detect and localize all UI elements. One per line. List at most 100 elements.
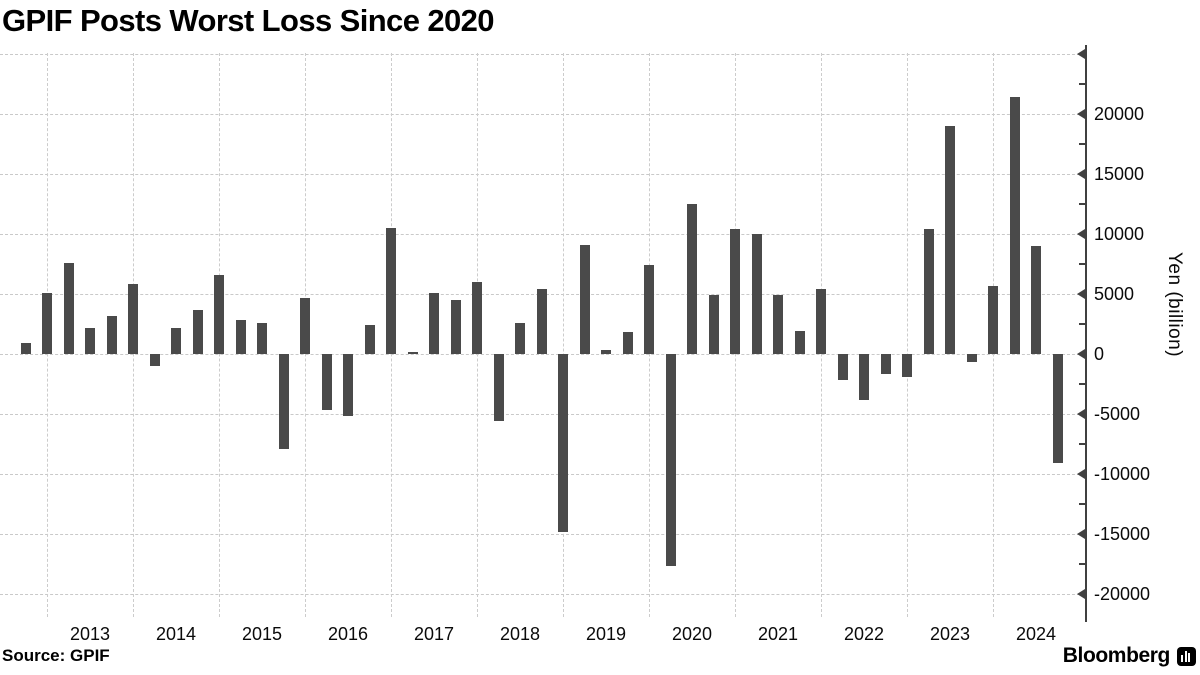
h-gridline (0, 173, 1085, 175)
y-minor-tick (1079, 443, 1085, 445)
bar (364, 325, 375, 354)
y-minor-tick (1079, 143, 1085, 145)
bar (816, 289, 826, 354)
bar (687, 204, 697, 354)
y-minor-tick (1079, 263, 1085, 265)
h-gridline (0, 413, 1085, 415)
bar (149, 354, 160, 366)
h-gridline (0, 53, 1085, 55)
x-year-label: 2013 (69, 624, 111, 644)
bar (300, 297, 310, 354)
bar (257, 322, 267, 354)
bar (450, 300, 461, 354)
bar (278, 354, 289, 449)
bar (106, 315, 117, 354)
bar (192, 309, 203, 354)
chart-title: GPIF Posts Worst Loss Since 2020 (2, 3, 495, 38)
y-minor-tick (1079, 563, 1085, 565)
y-tick-label: -5000 (1094, 404, 1141, 424)
y-minor-tick (1079, 83, 1085, 85)
bar (1009, 97, 1020, 354)
x-year-label: 2024 (1015, 624, 1057, 644)
y-major-tick-arrow-icon (1077, 229, 1085, 239)
y-axis-title: Yen (billion) (1164, 252, 1185, 358)
bar (644, 265, 654, 354)
bar (472, 282, 482, 354)
bloomberg-wordmark: Bloomberg (1062, 644, 1171, 667)
bar (966, 354, 977, 363)
bar (214, 274, 224, 354)
h-gridline (0, 533, 1085, 535)
bar (235, 320, 246, 354)
bar (945, 126, 955, 354)
bar (880, 354, 891, 375)
y-major-tick-arrow-icon (1077, 169, 1085, 179)
v-gridline (907, 53, 908, 617)
y-tick-label: 20000 (1094, 104, 1145, 124)
h-gridline (0, 353, 1085, 355)
x-year-label: 2014 (155, 624, 197, 644)
bar (988, 285, 998, 354)
y-major-tick-arrow-icon (1077, 469, 1085, 479)
y-minor-tick (1079, 323, 1085, 325)
y-major-tick-arrow-icon (1077, 589, 1085, 599)
bar (622, 332, 633, 354)
bar (515, 322, 525, 354)
x-year-label: 2022 (843, 624, 885, 644)
bar (429, 292, 439, 354)
bar (923, 229, 934, 354)
y-tick-label: -20000 (1094, 584, 1151, 604)
bar (343, 354, 353, 417)
bar (20, 343, 31, 354)
y-tick-label: -15000 (1094, 524, 1151, 544)
x-year-label: 2019 (585, 624, 627, 644)
bar (708, 295, 719, 354)
bar (85, 327, 95, 354)
h-gridline (0, 113, 1085, 115)
bar (536, 289, 547, 354)
y-tick-label: 5000 (1094, 284, 1135, 304)
bloomberg-terminal-icon (1177, 646, 1196, 666)
y-major-tick-arrow-icon (1077, 109, 1085, 119)
bar (407, 351, 418, 354)
bar (601, 350, 611, 354)
y-major-tick-arrow-icon (1077, 349, 1085, 359)
y-minor-tick (1079, 503, 1085, 505)
y-minor-tick (1079, 203, 1085, 205)
bar (42, 292, 52, 354)
y-tick-label: -10000 (1094, 464, 1151, 484)
y-major-tick-arrow-icon (1077, 289, 1085, 299)
y-major-tick-arrow-icon (1077, 49, 1085, 59)
bar (321, 354, 332, 411)
x-year-label: 2016 (327, 624, 369, 644)
y-tick-label: 15000 (1094, 164, 1145, 184)
bar (1031, 246, 1041, 354)
v-gridline (563, 53, 564, 617)
bar (837, 354, 848, 381)
bar (859, 354, 869, 400)
source-note: Source: GPIF (2, 646, 110, 665)
bar (794, 331, 805, 354)
y-axis-line (1085, 45, 1087, 622)
bar (171, 327, 181, 354)
bar (1052, 354, 1063, 464)
bar (558, 354, 568, 532)
x-year-label: 2023 (929, 624, 971, 644)
bar (730, 229, 740, 354)
y-major-tick-arrow-icon (1077, 409, 1085, 419)
h-gridline (0, 233, 1085, 235)
bar (128, 284, 138, 354)
bar (63, 262, 74, 354)
y-minor-tick (1079, 383, 1085, 385)
y-tick-label: 0 (1094, 344, 1105, 364)
y-tick-label: 10000 (1094, 224, 1145, 244)
h-gridline (0, 473, 1085, 475)
bar (665, 354, 676, 567)
x-year-label: 2015 (241, 624, 283, 644)
bar (386, 228, 396, 354)
y-major-tick-arrow-icon (1077, 529, 1085, 539)
h-gridline (0, 593, 1085, 595)
x-year-label: 2020 (671, 624, 713, 644)
bar (751, 234, 762, 354)
